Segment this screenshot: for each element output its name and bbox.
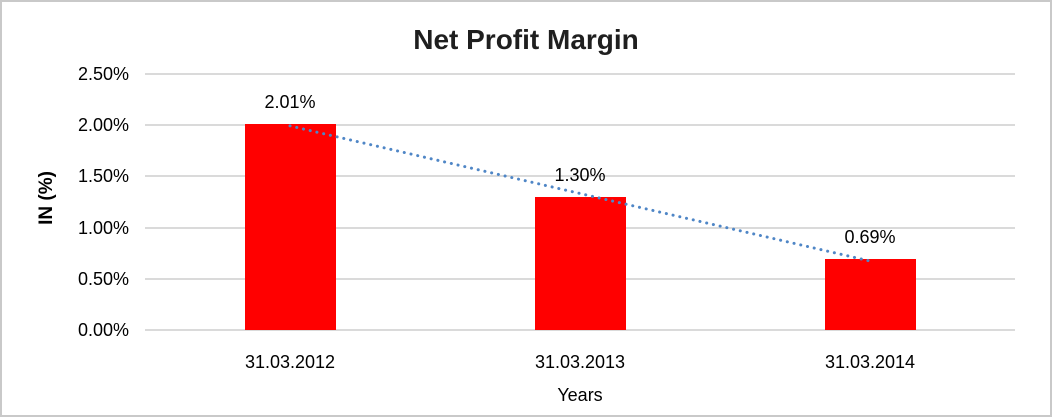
y-tick-label: 2.50% <box>77 64 129 84</box>
bar <box>824 259 916 330</box>
y-tick-label: 0.50% <box>77 268 129 289</box>
y-tick-label: 1.50% <box>77 166 129 187</box>
bar <box>534 196 626 330</box>
bar-value-label: 0.69% <box>844 227 896 248</box>
bar <box>244 124 336 330</box>
y-tick-label: 0.00% <box>77 320 129 340</box>
y-tick-label: 1.00% <box>77 217 129 238</box>
gridline <box>145 329 1015 331</box>
chart-title: Net Profit Margin <box>413 24 639 55</box>
y-tick-label: 2.00% <box>77 115 129 136</box>
x-category-label: 31.03.2013 <box>534 352 626 372</box>
x-axis-title: Years <box>557 385 603 405</box>
bar-value-label: 2.01% <box>264 92 316 113</box>
x-category-label: 31.03.2012 <box>244 352 336 372</box>
gridline <box>145 73 1015 75</box>
x-category-label: 31.03.2014 <box>824 352 916 372</box>
bar-value-label: 1.30% <box>554 164 606 185</box>
